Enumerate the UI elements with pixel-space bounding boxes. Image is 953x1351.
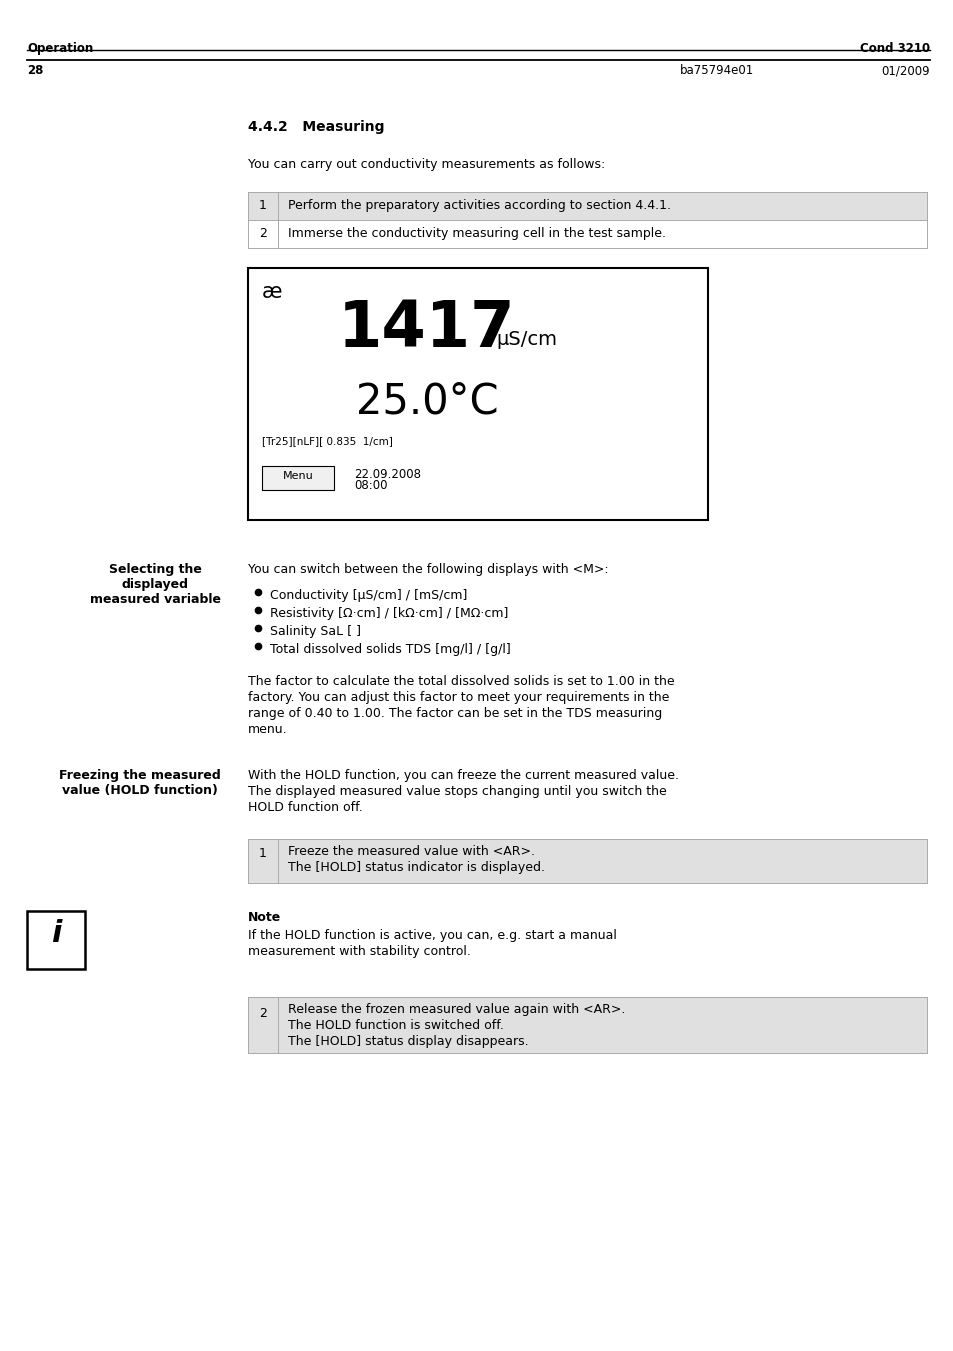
Text: factory. You can adjust this factor to meet your requirements in the: factory. You can adjust this factor to m…	[248, 690, 669, 704]
Text: 1: 1	[259, 199, 267, 212]
Text: HOLD function off.: HOLD function off.	[248, 801, 362, 815]
Text: Immerse the conductivity measuring cell in the test sample.: Immerse the conductivity measuring cell …	[288, 227, 665, 240]
Text: 1417: 1417	[337, 299, 515, 359]
Text: Freezing the measured
value (HOLD function): Freezing the measured value (HOLD functi…	[59, 769, 221, 797]
Text: Operation: Operation	[27, 42, 93, 55]
Text: If the HOLD function is active, you can, e.g. start a manual: If the HOLD function is active, you can,…	[248, 929, 617, 942]
Text: With the HOLD function, you can freeze the current measured value.: With the HOLD function, you can freeze t…	[248, 769, 679, 782]
Text: 4.4.2   Measuring: 4.4.2 Measuring	[248, 120, 384, 134]
Text: The factor to calculate the total dissolved solids is set to 1.00 in the: The factor to calculate the total dissol…	[248, 676, 674, 688]
Text: 08:00: 08:00	[354, 480, 387, 492]
Text: æ: æ	[262, 282, 282, 303]
Bar	[248, 997, 926, 1052]
Bar	[248, 839, 926, 884]
Text: 01/2009: 01/2009	[881, 63, 929, 77]
Text: Total dissolved solids TDS [mg/l] / [g/l]: Total dissolved solids TDS [mg/l] / [g/l…	[270, 643, 510, 657]
Text: Cond 3210: Cond 3210	[859, 42, 929, 55]
Text: The [HOLD] status indicator is displayed.: The [HOLD] status indicator is displayed…	[288, 861, 544, 874]
Bar	[248, 220, 926, 249]
Text: μS/cm: μS/cm	[496, 330, 557, 349]
Text: ba75794e01: ba75794e01	[679, 63, 754, 77]
Text: range of 0.40 to 1.00. The factor can be set in the TDS measuring: range of 0.40 to 1.00. The factor can be…	[248, 707, 661, 720]
Text: Freeze the measured value with <AR>.: Freeze the measured value with <AR>.	[288, 844, 535, 858]
Bar	[262, 466, 334, 490]
Bar	[248, 192, 926, 220]
Text: Resistivity [Ω·cm] / [kΩ·cm] / [MΩ·cm]: Resistivity [Ω·cm] / [kΩ·cm] / [MΩ·cm]	[270, 607, 508, 620]
Text: i: i	[51, 919, 61, 948]
Text: Salinity SaL [ ]: Salinity SaL [ ]	[270, 626, 360, 638]
Text: 2: 2	[259, 1006, 267, 1020]
Text: You can switch between the following displays with <M>:: You can switch between the following dis…	[248, 563, 608, 576]
Text: The [HOLD] status display disappears.: The [HOLD] status display disappears.	[288, 1035, 528, 1048]
Text: menu.: menu.	[248, 723, 287, 736]
Text: Selecting the
displayed
measured variable: Selecting the displayed measured variabl…	[90, 563, 221, 607]
Text: Note: Note	[248, 911, 281, 924]
Text: 2: 2	[259, 227, 267, 240]
Text: [Tr25][nLF][ 0.835  1/cm]: [Tr25][nLF][ 0.835 1/cm]	[262, 436, 393, 446]
Text: Conductivity [μS/cm] / [mS/cm]: Conductivity [μS/cm] / [mS/cm]	[270, 589, 467, 603]
Text: 25.0°C: 25.0°C	[355, 380, 498, 422]
Text: The HOLD function is switched off.: The HOLD function is switched off.	[288, 1019, 503, 1032]
Text: Release the frozen measured value again with <AR>.: Release the frozen measured value again …	[288, 1002, 625, 1016]
Text: 22.09.2008: 22.09.2008	[354, 467, 420, 481]
Text: measurement with stability control.: measurement with stability control.	[248, 944, 471, 958]
Text: The displayed measured value stops changing until you switch the: The displayed measured value stops chang…	[248, 785, 666, 798]
Bar	[27, 911, 85, 969]
Text: Menu: Menu	[282, 471, 313, 481]
Text: 1: 1	[259, 847, 267, 861]
Text: Perform the preparatory activities according to section 4.4.1.: Perform the preparatory activities accor…	[288, 199, 670, 212]
Text: 28: 28	[27, 63, 43, 77]
Bar	[248, 267, 707, 520]
Text: You can carry out conductivity measurements as follows:: You can carry out conductivity measureme…	[248, 158, 604, 172]
